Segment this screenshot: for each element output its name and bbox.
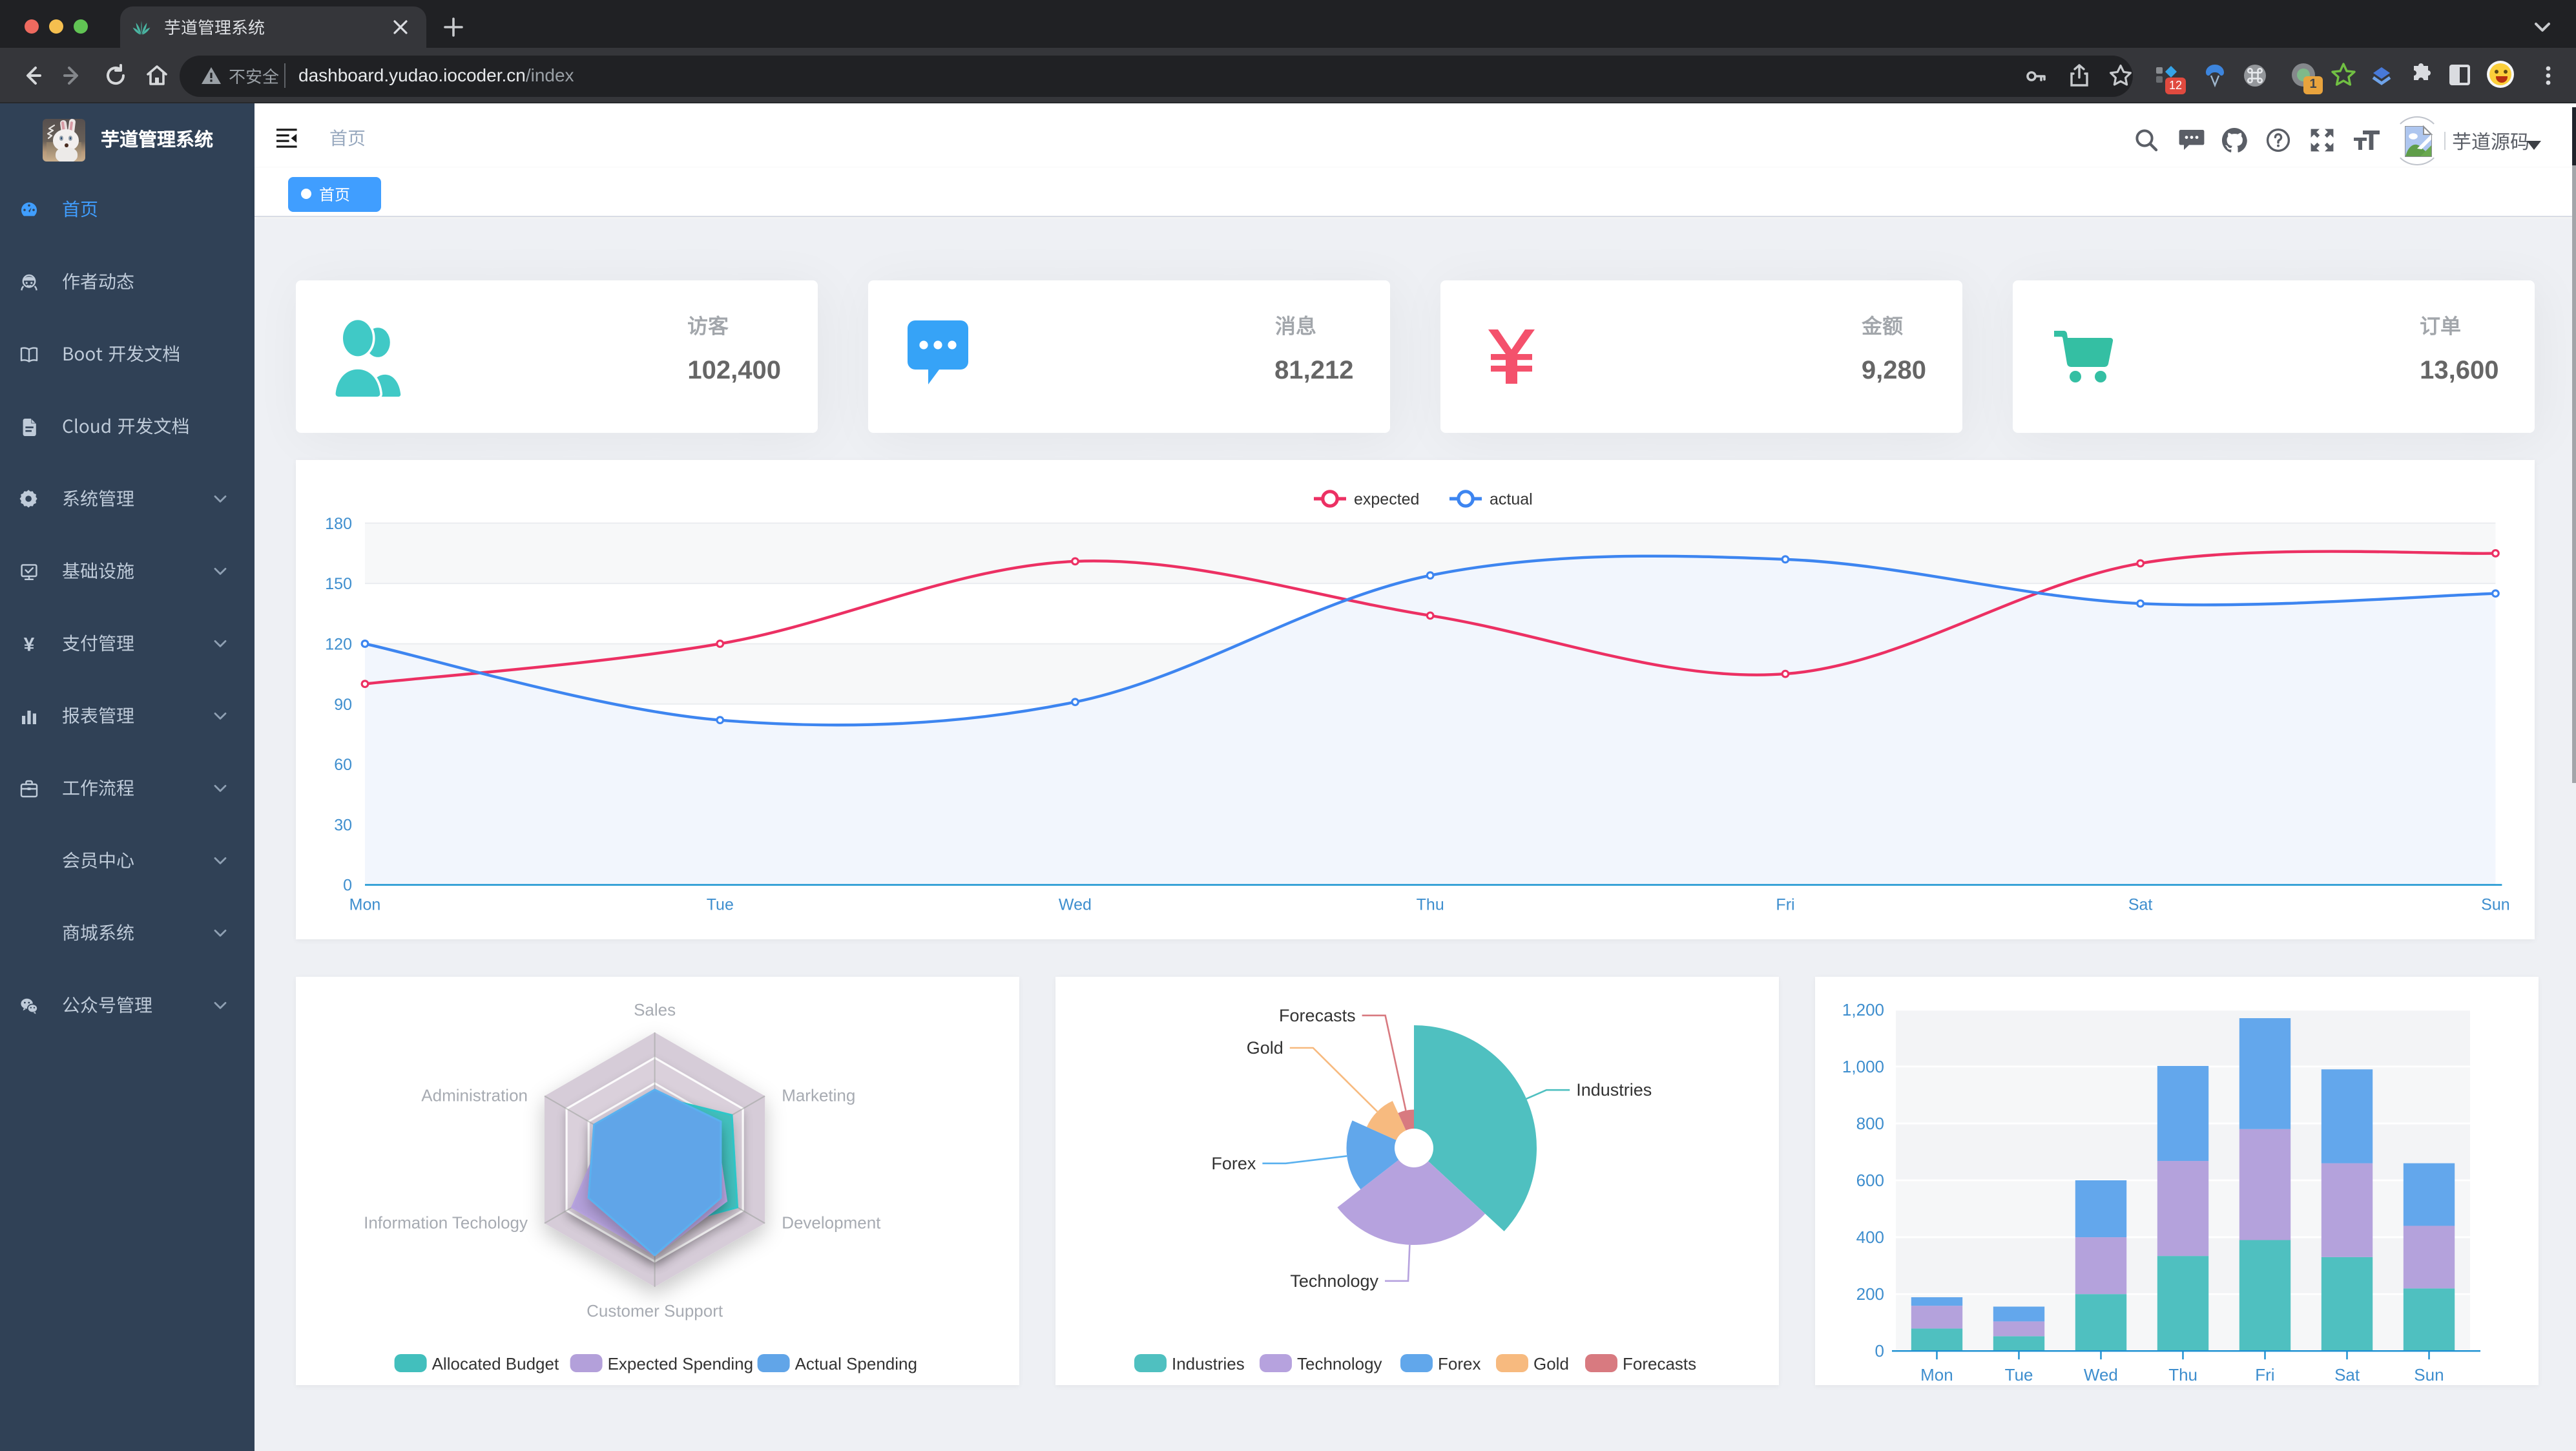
svg-text:400: 400 [1856,1227,1884,1246]
svg-text:Thu: Thu [2168,1364,2197,1384]
svg-text:Sun: Sun [2480,895,2509,913]
svg-text:0: 0 [1875,1341,1884,1360]
svg-text:Sun: Sun [2413,1364,2443,1384]
svg-text:90: 90 [333,695,351,713]
svg-text:Forecasts: Forecasts [1622,1353,1696,1373]
svg-text:Sat: Sat [2334,1364,2360,1384]
svg-text:180: 180 [324,514,351,532]
svg-text:30: 30 [333,815,351,833]
svg-text:Wed: Wed [1058,895,1091,913]
svg-text:Mon: Mon [349,895,380,913]
svg-text:Administration: Administration [421,1085,527,1104]
svg-text:Expected Spending: Expected Spending [607,1353,753,1373]
svg-text:600: 600 [1856,1170,1884,1189]
svg-text:Forecasts: Forecasts [1278,1005,1355,1025]
svg-text:Forex: Forex [1437,1353,1480,1373]
svg-text:Gold: Gold [1533,1353,1568,1373]
svg-text:Development: Development [781,1213,880,1232]
svg-text:Sales: Sales [633,999,675,1019]
svg-text:Sat: Sat [2128,895,2152,913]
svg-text:¥: ¥ [24,634,35,655]
svg-text:Mon: Mon [1920,1364,1953,1384]
svg-text:200: 200 [1856,1284,1884,1303]
svg-text:Information Techology: Information Techology [363,1213,527,1232]
svg-text:Actual Spending: Actual Spending [795,1353,917,1373]
svg-text:Wed: Wed [2083,1364,2117,1384]
svg-text:Fri: Fri [2254,1364,2274,1384]
svg-text:1,000: 1,000 [1842,1056,1884,1076]
svg-text:Technology: Technology [1296,1353,1382,1373]
svg-text:Tue: Tue [706,895,733,913]
svg-text:actual: actual [1489,490,1532,508]
svg-text:Technology: Technology [1289,1271,1378,1290]
svg-text:1,200: 1,200 [1842,999,1884,1019]
svg-text:Forex: Forex [1210,1153,1256,1173]
svg-text:150: 150 [324,574,351,592]
svg-text:Allocated Budget: Allocated Budget [431,1353,559,1373]
svg-text:Thu: Thu [1416,895,1444,913]
svg-text:Fri: Fri [1775,895,1794,913]
svg-text:60: 60 [333,755,351,773]
svg-text:120: 120 [324,634,351,652]
svg-text:0: 0 [342,876,351,894]
svg-text:Marketing: Marketing [781,1085,855,1104]
svg-text:Industries: Industries [1575,1080,1651,1099]
svg-text:expected: expected [1353,490,1418,508]
svg-text:Tue: Tue [2004,1364,2033,1384]
svg-text:Customer Support: Customer Support [586,1300,723,1320]
svg-text:800: 800 [1856,1113,1884,1133]
svg-text:Gold: Gold [1246,1038,1283,1057]
svg-text:Industries: Industries [1171,1353,1244,1373]
